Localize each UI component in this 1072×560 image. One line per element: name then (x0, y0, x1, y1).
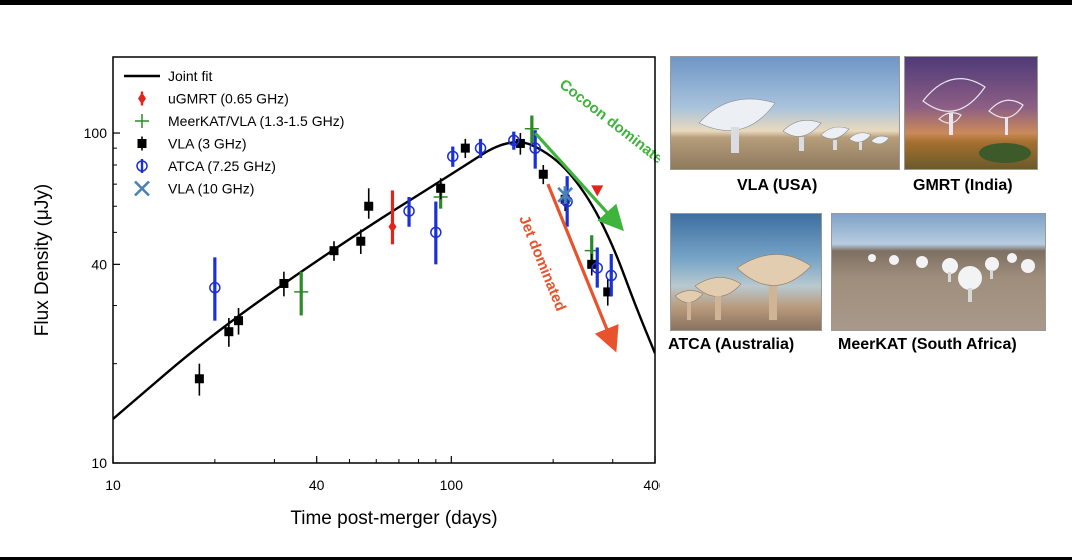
gmrt-caption: GMRT (India) (913, 177, 1013, 194)
y-tick-label: 100 (84, 125, 108, 141)
cocoon-annotation: Cocoon dominated (556, 76, 660, 173)
vla-3-ghz-point (234, 316, 244, 326)
vla-3-ghz-point (538, 169, 548, 179)
atca-7-25-ghz-point (430, 226, 442, 239)
legend-atca-7-25-ghz-label: ATCA (7.25 GHz) (168, 158, 276, 174)
vla-3-ghz-point (603, 287, 613, 297)
legend-vla-3-ghz-label: VLA (3 GHz) (168, 136, 247, 152)
meerkat-caption: MeerKAT (South Africa) (838, 336, 1017, 353)
legend-meerkat-vla-1-3-1-5-ghz-label: MeerKAT/VLA (1.3-1.5 GHz) (168, 113, 344, 129)
x-tick-label: 100 (440, 477, 464, 493)
atca-7-25-ghz-point (209, 281, 221, 294)
legend-ugmrt-0-65-ghz-swatch (138, 92, 146, 105)
legend-vla-10-ghz-swatch (134, 180, 150, 197)
legend-vla-3-ghz-swatch (137, 139, 147, 148)
meerkat-vla-1-3-1-5-ghz-point (524, 121, 539, 136)
x-axis-label: Time post-merger (days) (290, 508, 497, 529)
atca-7-25-ghz-point (403, 205, 415, 217)
jet-arrow (546, 183, 619, 353)
legend-meerkat-vla-1-3-1-5-ghz-swatch (135, 114, 149, 128)
vla-10-ghz-point (557, 186, 574, 203)
meerkat-photo (831, 213, 1046, 331)
atca-7-25-ghz-point (474, 142, 487, 154)
x-tick-label: 40 (309, 477, 325, 493)
vla-3-ghz-point (436, 183, 446, 193)
atca-7-25-ghz-point (605, 269, 618, 282)
legend-joint-fit-label: Joint fit (168, 68, 212, 84)
vla-3-ghz-point (460, 143, 470, 153)
vla-3-ghz-point (515, 138, 525, 148)
atca-caption: ATCA (Australia) (668, 336, 795, 353)
y-axis-label: Flux Density (μJy) (32, 184, 53, 336)
cocoon-arrow (534, 131, 624, 232)
y-tick-label: 10 (91, 455, 107, 471)
atca-photo (670, 213, 822, 331)
atca-antennas-illustration (674, 254, 812, 320)
jet-annotation: Jet dominated (515, 213, 569, 314)
atca-7-25-ghz-point (508, 134, 520, 147)
vla-antennas-illustration (698, 98, 890, 153)
meerkat-vla-1-3-1-5-ghz-point (294, 284, 309, 299)
vla-3-ghz-point (329, 246, 339, 256)
atca-7-25-ghz-point (529, 142, 541, 154)
vla-3-ghz-point (279, 278, 289, 288)
light-curve-chart: 10 40 100 400 10 40 100 Time post-merger (days)… (32, 56, 660, 529)
atca-7-25-ghz-point (591, 262, 604, 274)
ugmrt-0-65-ghz-point (591, 185, 604, 197)
vla-3-ghz-point (364, 201, 374, 211)
legend-atca-7-25-ghz-swatch (136, 160, 148, 172)
vla-3-ghz-point (194, 374, 204, 384)
legend-ugmrt-0-65-ghz-label: uGMRT (0.65 GHz) (168, 91, 289, 107)
plot-frame (112, 56, 656, 464)
vla-caption: VLA (USA) (737, 177, 818, 194)
gmrt-photo (904, 56, 1038, 170)
meerkat-antennas-illustration (868, 253, 1035, 302)
ugmrt-0-65-ghz-point (388, 220, 397, 233)
vla-3-ghz-point (224, 327, 234, 337)
vla-photo (670, 56, 900, 170)
vla-3-ghz-point (587, 259, 597, 269)
gmrt-antennas-illustration (922, 78, 1031, 163)
vla-3-ghz-point (356, 236, 366, 246)
x-tick-label: 10 (105, 477, 121, 493)
y-tick-label: 40 (91, 256, 107, 272)
atca-7-25-ghz-point (447, 150, 459, 163)
x-tick-label: 400 (643, 477, 660, 493)
legend-vla-10-ghz-label: VLA (10 GHz) (168, 181, 254, 197)
